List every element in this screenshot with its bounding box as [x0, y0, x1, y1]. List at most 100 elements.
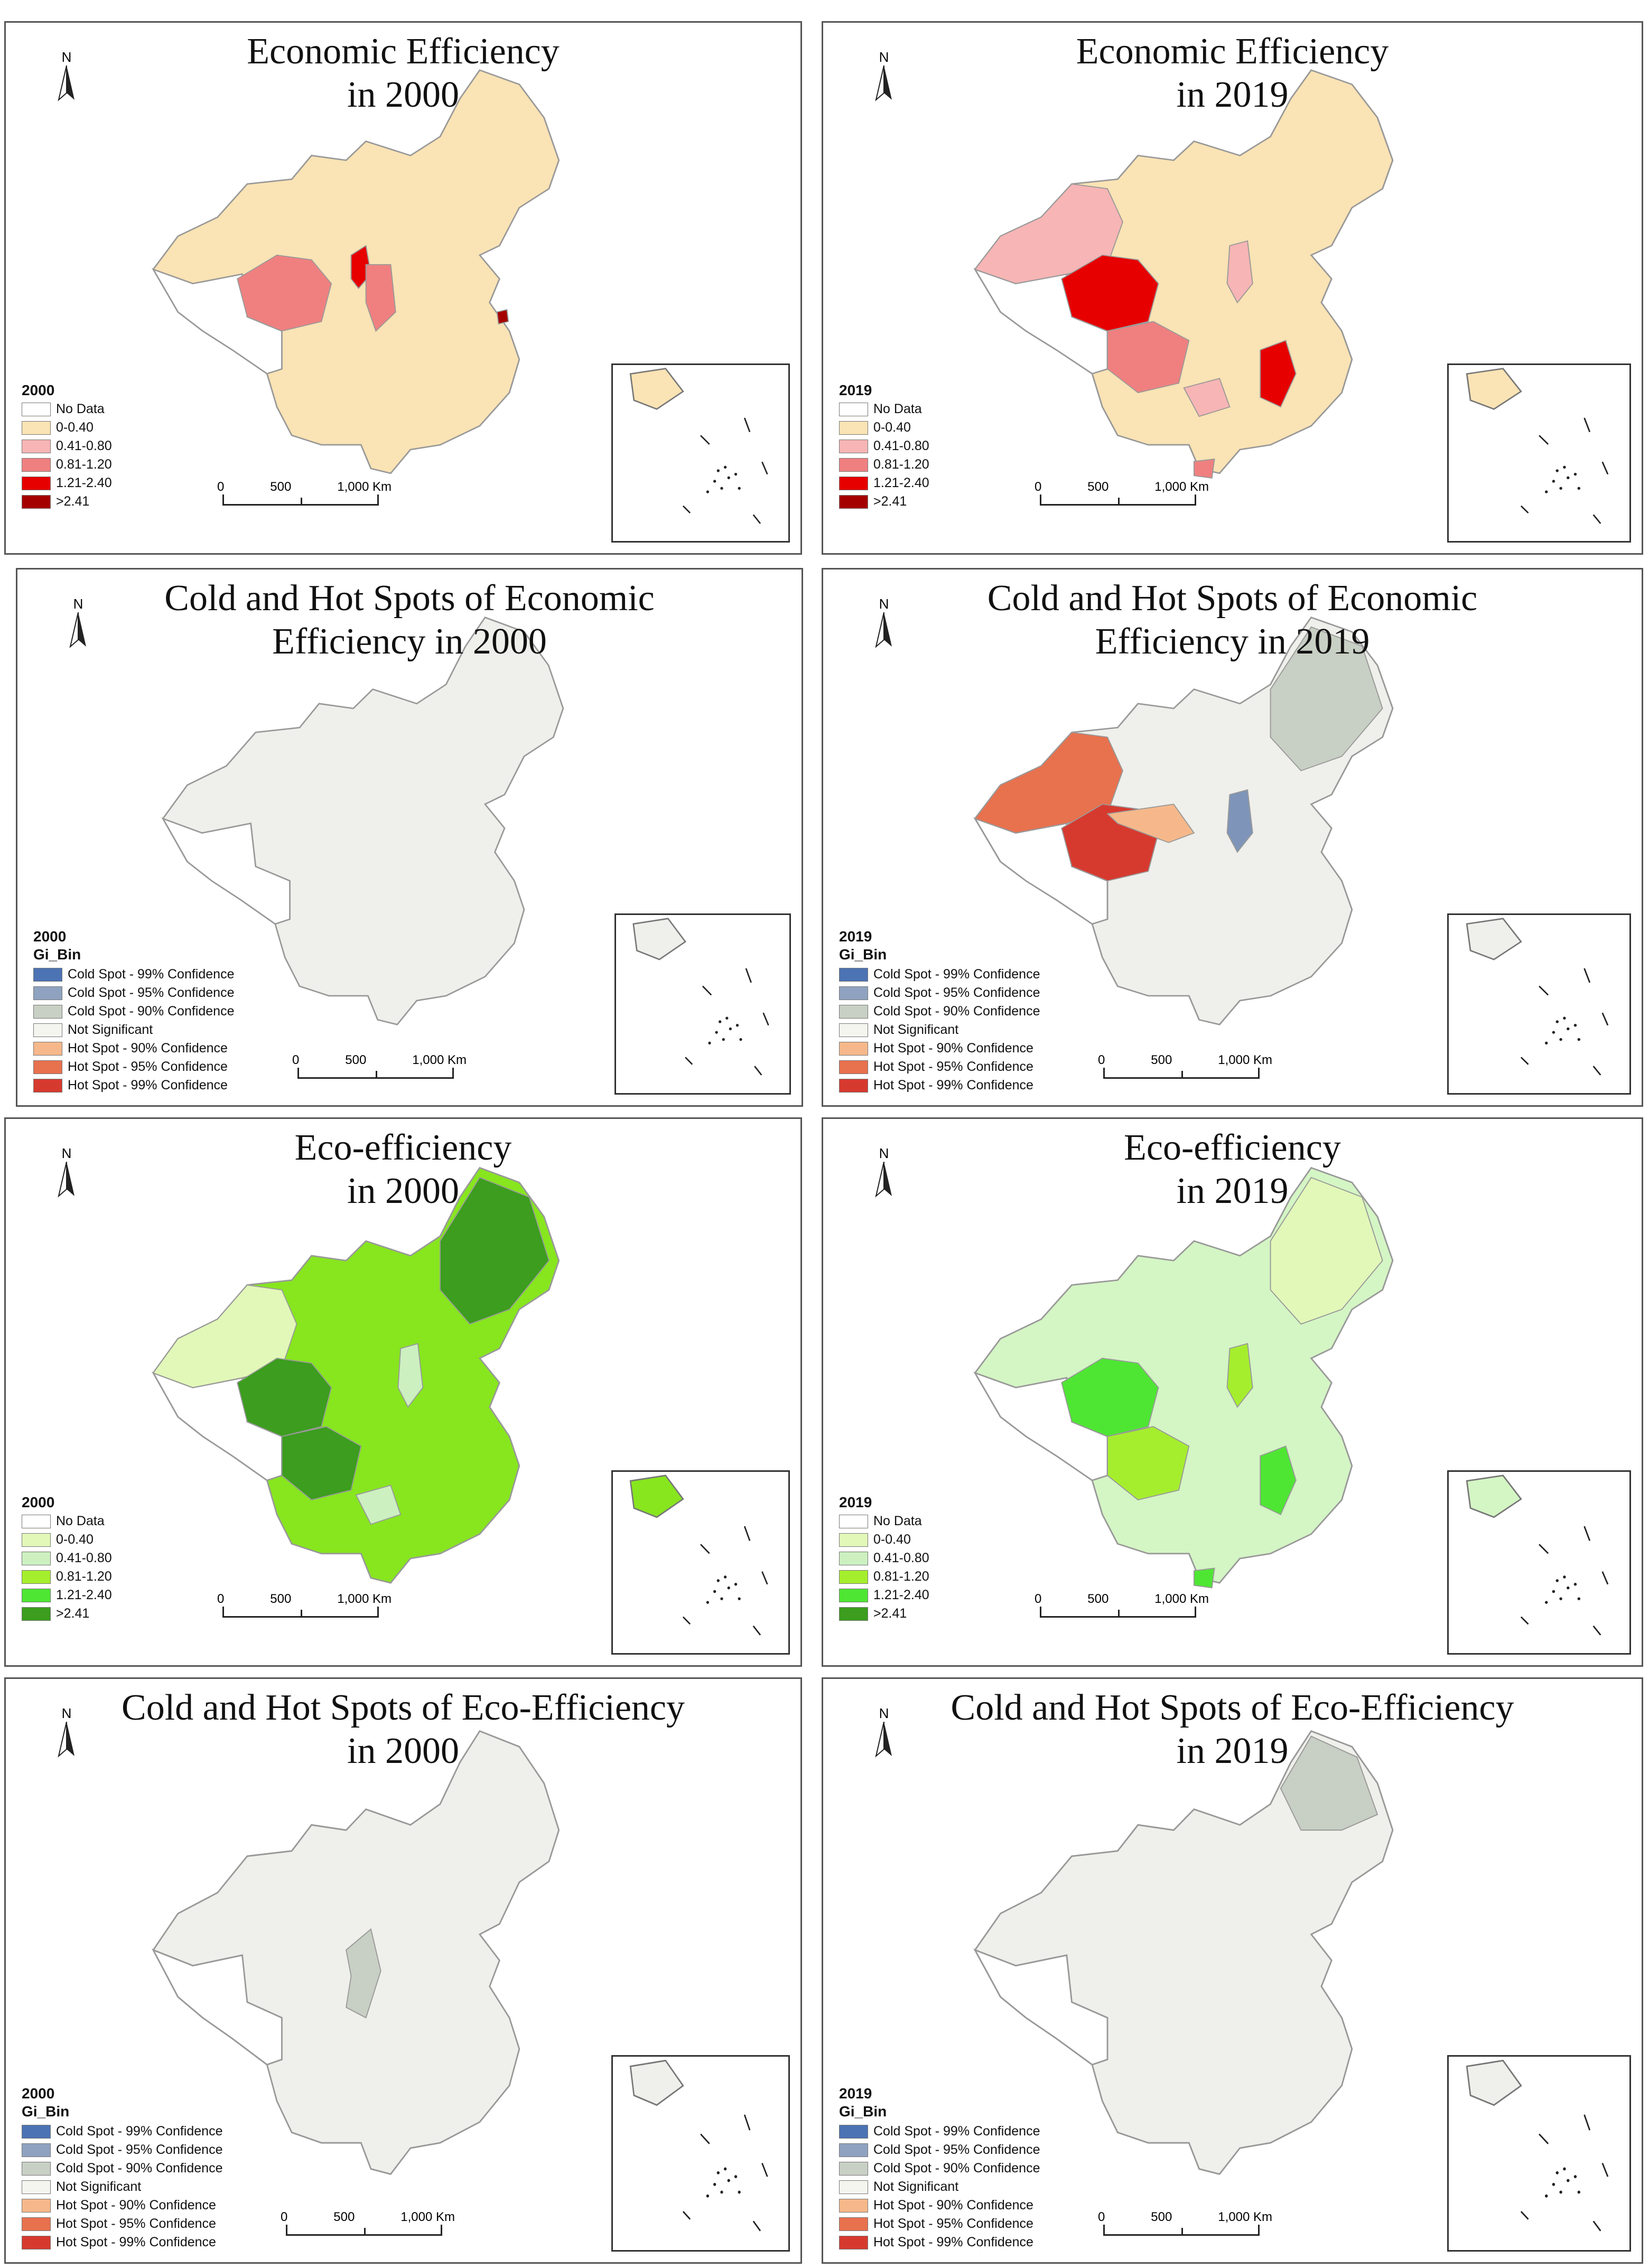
map-title-line1: Economic Efficiency	[1076, 31, 1389, 72]
map-title-line1: Eco-efficiency	[294, 1127, 512, 1168]
legend-item: Cold Spot - 95% Confidence	[22, 2141, 222, 2159]
legend-label: >2.41	[873, 494, 907, 509]
legend-label: Hot Spot - 90% Confidence	[873, 1041, 1033, 1056]
south-china-sea-inset	[1447, 2055, 1631, 2252]
legend-swatch	[839, 1078, 868, 1093]
legend-swatch	[839, 1570, 868, 1584]
north-arrow-icon: N	[53, 1705, 80, 1761]
scale-zero: 0	[1098, 1053, 1105, 1067]
map-panel: Cold and Hot Spots of Economic Efficiency…	[16, 568, 803, 1107]
legend-swatch	[22, 1588, 51, 1602]
legend-swatch	[22, 1514, 51, 1528]
north-arrow-icon: N	[871, 596, 897, 652]
north-arrow-icon: N	[53, 49, 80, 105]
scale-end: 1,000 Km	[400, 2210, 455, 2224]
scale-bar: 0 500 1,000 Km	[1035, 1592, 1209, 1618]
map-title-line1: Cold and Hot Spots of Economic	[987, 578, 1478, 619]
south-china-sea-inset	[611, 363, 790, 543]
legend-swatch	[22, 402, 51, 416]
scale-zero: 0	[217, 480, 225, 494]
legend-swatch	[839, 986, 868, 1000]
scale-bar-line	[1040, 1607, 1196, 1618]
scale-zero: 0	[1035, 480, 1042, 494]
legend-item: Hot Spot - 95% Confidence	[22, 2215, 222, 2233]
region-sichuan	[281, 1426, 362, 1501]
legend-label: 0.41-0.80	[56, 438, 112, 453]
legend-label: Cold Spot - 95% Confidence	[873, 2142, 1040, 2157]
map-panel: Cold and Hot Spots of Economic Efficiency…	[822, 568, 1643, 1107]
map-panel: Eco-efficiency in 2000 N 2000 No Data 0-0.40 0…	[4, 1117, 802, 1667]
legend-item: Hot Spot - 99% Confidence	[33, 1076, 234, 1095]
legend-swatch	[839, 1514, 868, 1528]
legend-item: 1.21-2.40	[839, 1586, 929, 1604]
region-xinjiang	[974, 183, 1123, 284]
legend-item: 0-0.40	[22, 418, 112, 437]
legend-gi-title: Gi_Bin	[33, 946, 81, 963]
legend-swatch	[839, 2217, 868, 2231]
legend-swatch	[22, 2124, 51, 2139]
north-label: N	[879, 1145, 889, 1161]
legend-swatch	[22, 1570, 51, 1584]
scale-zero: 0	[281, 2210, 288, 2224]
region-shaanxi	[365, 264, 396, 332]
south-china-sea-inset	[611, 1470, 790, 1655]
legend-swatch	[33, 1078, 62, 1093]
legend-swatch	[22, 2180, 51, 2194]
legend-swatch	[839, 421, 868, 435]
map-panel: Eco-efficiency in 2019 N 2019 No Data 0-0.40 0…	[822, 1117, 1643, 1667]
china-map	[973, 617, 1394, 1025]
scale-bar: 0 500 1,000 Km	[292, 1053, 467, 1079]
map-panel: Economic Efficiency in 2000 N 2000 No Data 0-…	[4, 21, 802, 555]
map-title-line2: Efficiency in 2000	[272, 621, 547, 662]
region-shanxi	[1226, 240, 1253, 304]
legend-item: 0.81-1.20	[839, 455, 929, 474]
scale-mid: 500	[1087, 480, 1109, 494]
map-title: Cold and Hot Spots of Eco-Efficiency in 2…	[6, 1686, 800, 1773]
map-title-line1: Cold and Hot Spots of Economic	[164, 578, 655, 619]
legend-item: Cold Spot - 90% Confidence	[839, 2159, 1040, 2178]
region-shanghai	[496, 309, 509, 325]
legend-swatch	[33, 967, 62, 982]
legend-item: Cold Spot - 90% Confidence	[22, 2159, 222, 2178]
map-title-line2: in 2019	[1176, 74, 1289, 115]
legend-label: Cold Spot - 90% Confidence	[873, 2161, 1040, 2176]
legend-label: 0-0.40	[56, 420, 94, 435]
north-label: N	[879, 596, 889, 612]
south-china-sea-inset	[1447, 1470, 1631, 1655]
map-title-line2: in 2000	[347, 1731, 459, 1771]
legend-swatch	[839, 1041, 868, 1056]
scale-bar: 0 500 1,000 Km	[217, 1592, 392, 1618]
country-outline	[974, 1730, 1394, 2175]
region-jiangxi	[1260, 1445, 1297, 1516]
legend-label: 0.81-1.20	[56, 457, 112, 472]
legend-label: Cold Spot - 99% Confidence	[873, 2124, 1040, 2139]
legend-year: 2019	[839, 382, 872, 398]
legend-swatch	[839, 458, 868, 472]
scale-mid: 500	[1087, 1592, 1109, 1606]
legend-item: Cold Spot - 95% Confidence	[33, 984, 234, 1002]
legend-swatch	[33, 1004, 62, 1019]
legend-gi-title: Gi_Bin	[839, 2103, 887, 2120]
legend-label: No Data	[56, 402, 105, 416]
region-northeast	[1270, 1177, 1383, 1325]
legend-swatch	[839, 2180, 868, 2194]
map-legend: 2000 Gi_Bin Cold Spot - 99% Confidence Cold…	[22, 2085, 222, 2252]
legend-swatch	[839, 402, 868, 416]
legend-swatch	[33, 1060, 62, 1074]
legend-label: Cold Spot - 99% Confidence	[56, 2124, 223, 2139]
scale-zero: 0	[1035, 1592, 1042, 1606]
legend-label: Hot Spot - 99% Confidence	[56, 2235, 216, 2250]
north-label: N	[879, 49, 889, 65]
region-xinjiang	[152, 1284, 297, 1388]
china-map	[973, 69, 1394, 479]
region-shanxi	[1226, 1343, 1253, 1408]
legend-label: 0.41-0.80	[873, 1551, 929, 1565]
legend-swatch	[22, 2198, 51, 2213]
legend-swatch	[33, 1041, 62, 1056]
legend-year: 2000	[22, 382, 55, 398]
legend-year: 2019	[839, 1494, 872, 1510]
legend-item: 0.41-0.80	[22, 1549, 112, 1567]
legend-label: Cold Spot - 95% Confidence	[68, 985, 235, 1000]
legend-swatch	[22, 476, 51, 490]
north-arrow-icon: N	[53, 1145, 80, 1201]
